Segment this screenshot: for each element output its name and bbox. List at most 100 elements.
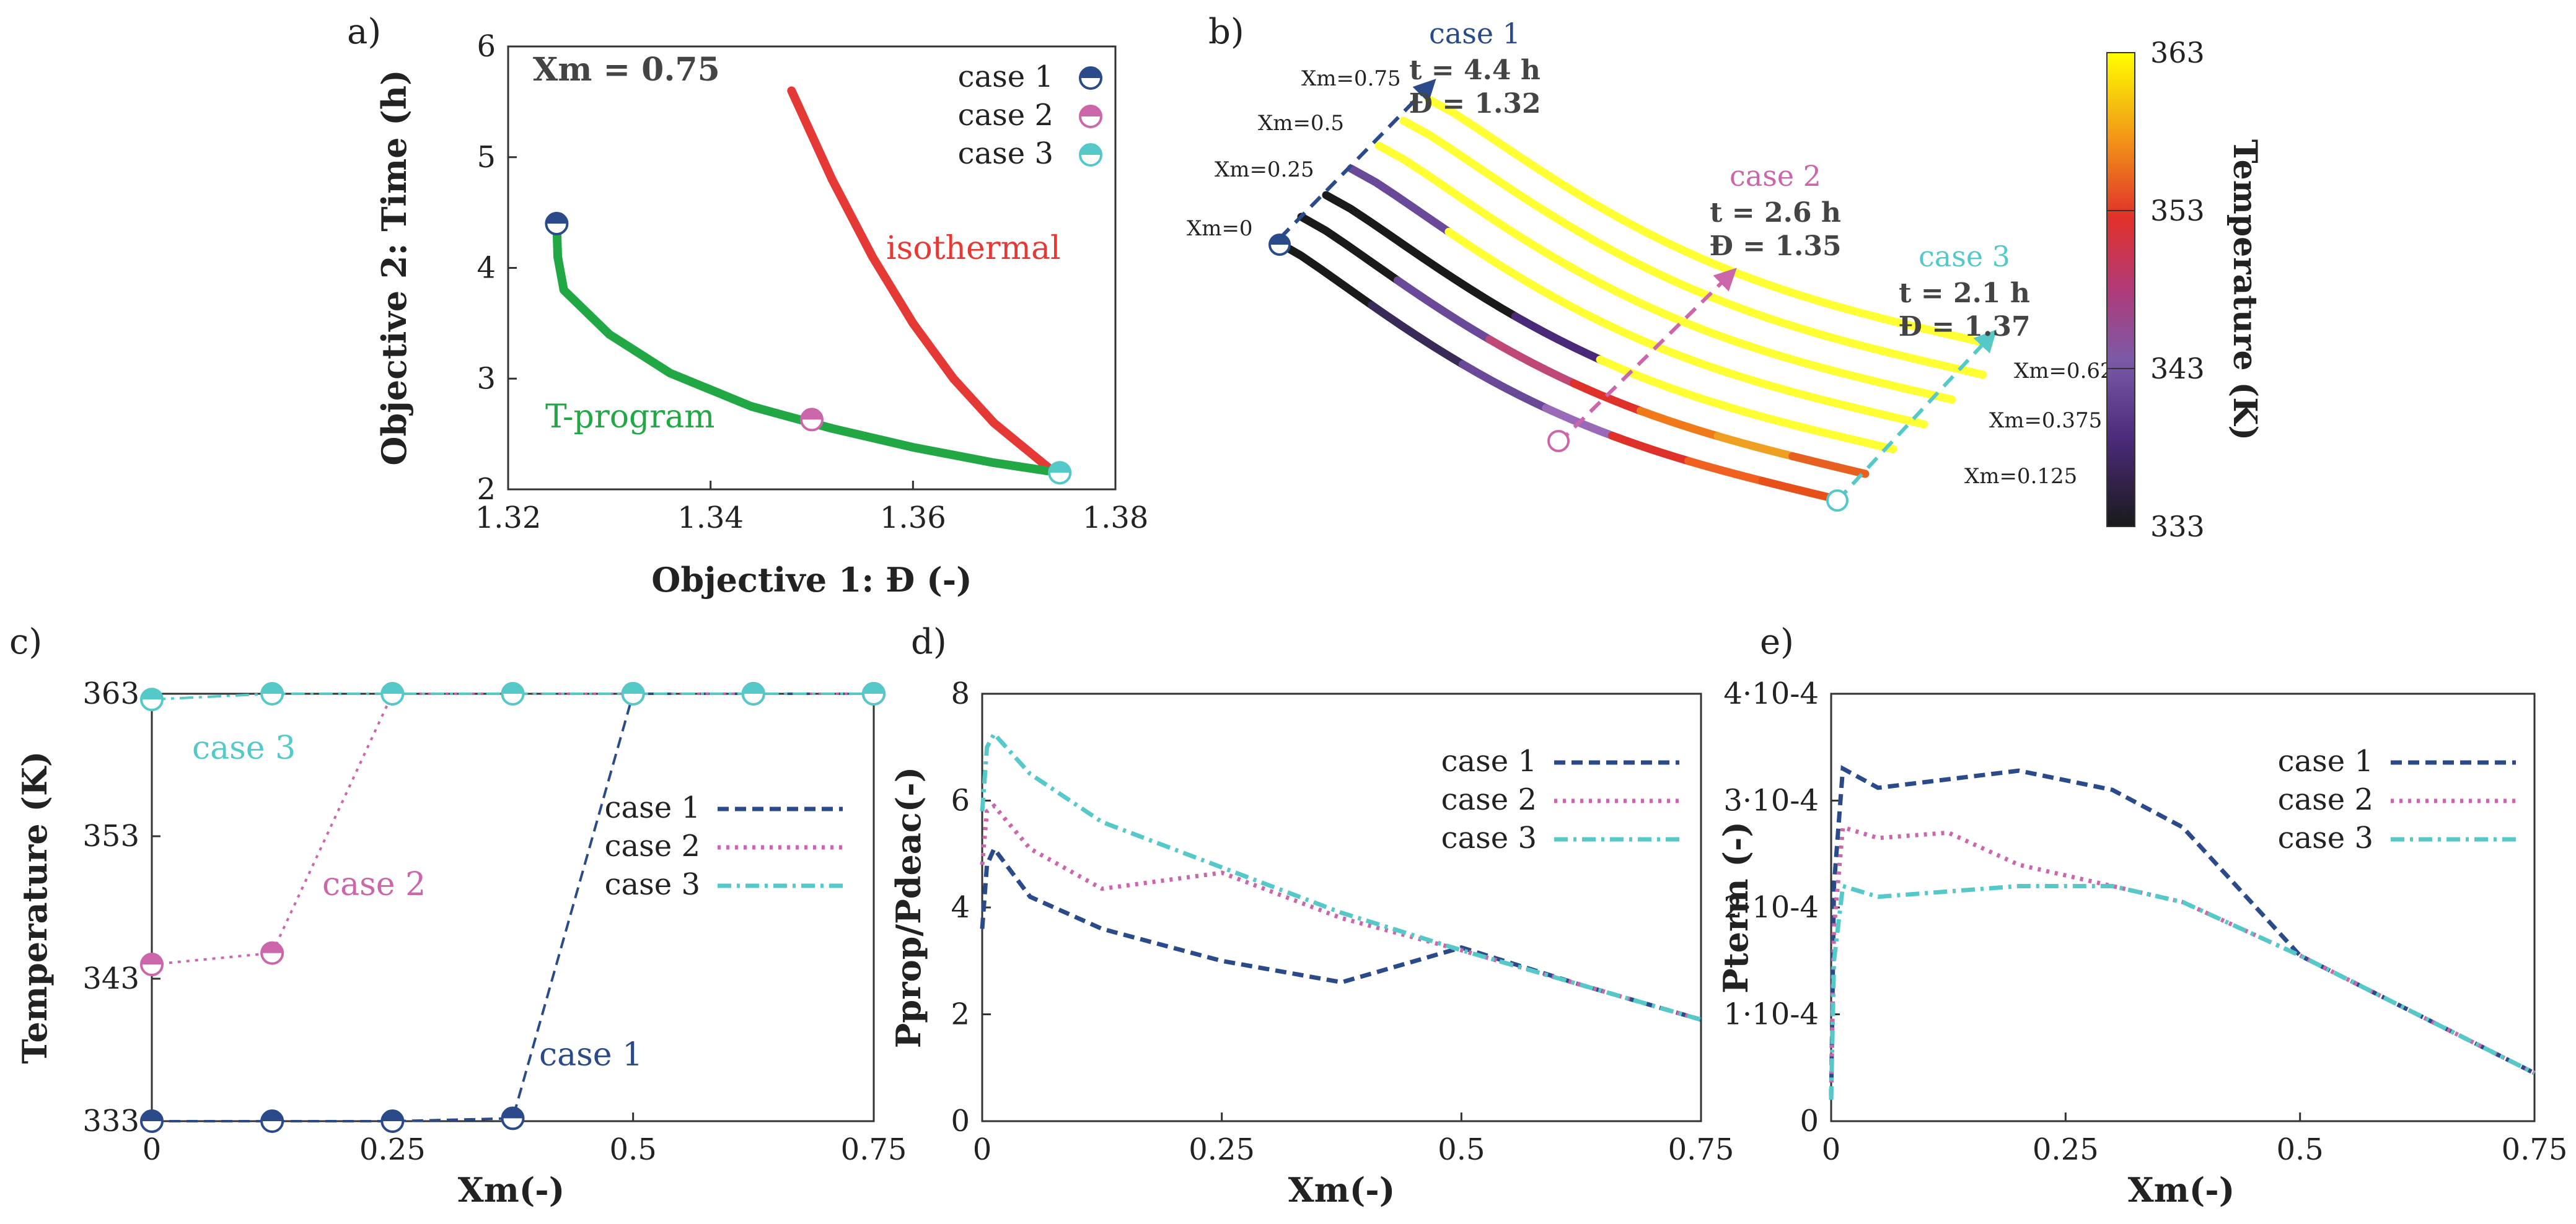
- panel-a-annotation: Xm = 0.75: [533, 51, 720, 89]
- panel-b-front-segment: [1374, 141, 1481, 212]
- panel-b-front-segment: [1636, 406, 1722, 440]
- panel-a-yticks: 2 3 4 5 6: [477, 29, 517, 507]
- panel-a-xtick-label: 1.36: [880, 501, 946, 535]
- panel-b-front-segment: [1904, 353, 1987, 379]
- panel-a-xtick-label: 1.34: [677, 501, 744, 535]
- panel-b-colorbar-tick-label: 353: [2150, 194, 2205, 227]
- panel-c-marker-case3-fill: [262, 683, 283, 694]
- panel-b-front-segment: [1393, 276, 1494, 344]
- panel-d-xtick-label: 0.25: [1189, 1132, 1255, 1167]
- panel-b-front-segment: [1651, 306, 1728, 341]
- panel-c-xtick-label: 0.75: [841, 1132, 907, 1167]
- panel-d-ylabel: Pprop/Pdeac(-): [889, 767, 928, 1048]
- panel-b-front-segment: [1570, 379, 1645, 415]
- panel-d-ytick-label: 0: [951, 1104, 970, 1139]
- panel-b-front-segment: [1747, 308, 1835, 342]
- panel-b-front-segment: [1498, 179, 1601, 247]
- panel-b-front-segment: [1347, 164, 1453, 236]
- panel-b-curve-labels: Xm=0Xm=0.25Xm=0.5Xm=0.75Xm=0.625Xm=0.375…: [1187, 66, 2127, 489]
- panel-b-front-segment: [1472, 204, 1575, 271]
- panel-e-legend-label: case 3: [2278, 821, 2373, 855]
- panel-c-inline-case2: case 2: [322, 866, 426, 903]
- panel-c-legend: case 1 case 2 case 3: [605, 790, 843, 902]
- panel-b-marker-case3: [1826, 489, 1848, 512]
- panel-e-ytick-label: 0: [1800, 1104, 1819, 1139]
- panel-b-front-segment: [1520, 155, 1620, 220]
- panel-b-case-name: case 2: [1730, 159, 1821, 193]
- panel-e-label: e): [1760, 622, 1794, 662]
- panel-c-marker-case3-fill: [863, 683, 884, 694]
- panel-c-marker-case3-fill: [742, 683, 764, 694]
- panel-b-arrow-case3: [1835, 329, 1997, 502]
- panel-e-xtick-label: 0.75: [2502, 1132, 2568, 1167]
- panel-b-front-segment: [1827, 333, 1912, 362]
- panel-d-label: d): [911, 622, 947, 662]
- panel-b-front-segment: [1663, 382, 1749, 416]
- panel-b-colorbar: [2106, 52, 2135, 527]
- panel-c-inline-case1: case 1: [539, 1036, 643, 1073]
- panel-e-legend-label: case 1: [2278, 744, 2373, 779]
- panel-e-legend-label: case 2: [2278, 782, 2373, 817]
- panel-d-legend-label: case 1: [1441, 744, 1537, 779]
- panel-c-marker-case3-fill: [141, 689, 162, 700]
- panel-b-front-segment: [1761, 279, 1847, 312]
- panel-c-legend-label: case 1: [605, 790, 700, 825]
- panel-d-xtick-label: 0: [973, 1132, 992, 1167]
- panel-b-front-segment: [1272, 237, 1376, 310]
- panel-e-series-case3: [1829, 883, 2536, 1100]
- panel-c-legend-label: case 3: [605, 867, 700, 902]
- panel-b-case-name: case 3: [1919, 240, 2010, 273]
- panel-c-ytick-label: 343: [82, 961, 139, 996]
- panel-b-front-segment: [1788, 452, 1870, 478]
- panel-b-front-segment: [1485, 335, 1578, 388]
- panel-b-curve-label: Xm=0.125: [1964, 464, 2077, 489]
- panel-b-front-segment: [1679, 281, 1756, 317]
- panel-c-xlabel: Xm(-): [458, 1170, 565, 1210]
- panel-b: b) Xm=0Xm=0.25Xm=0.5Xm=0.75Xm=0.625Xm=0.…: [1187, 12, 2264, 543]
- panel-b-front-segment: [1368, 301, 1467, 369]
- panel-a-ytick-label: 6: [477, 29, 496, 64]
- panel-a-legend-marker-fill: [1080, 106, 1101, 116]
- panel-c-series: [140, 682, 886, 1133]
- panel-c: c) 0 0.25 0.5 0.75 333 343 353 363 case 1 case…: [9, 622, 907, 1210]
- panel-d-ytick-label: 8: [951, 676, 970, 711]
- panel-a-xtick-label: 1.38: [1083, 501, 1149, 535]
- panel-c-marker-case1-fill: [262, 1111, 283, 1121]
- panel-d-xtick-label: 0.5: [1438, 1132, 1485, 1167]
- panel-b-front-segment: [1538, 286, 1632, 338]
- panel-c-marker-case3-fill: [382, 683, 403, 694]
- panel-c-marker-case3-fill: [502, 683, 524, 694]
- panel-c-xticks: 0 0.25 0.5 0.75: [143, 1113, 907, 1167]
- panel-b-case-time: t = 2.1 h: [1899, 278, 2030, 309]
- panel-b-front-segment: [1322, 191, 1427, 262]
- panel-c-ytick-label: 363: [82, 676, 139, 711]
- panel-c-marker-case3-fill: [622, 683, 644, 694]
- panel-a-legend-label: case 3: [958, 136, 1053, 171]
- panel-b-curve-label: Xm=0.75: [1301, 66, 1401, 91]
- panel-b-front-segment: [1770, 382, 1855, 411]
- panel-a-label-tprogram: T-program: [545, 398, 714, 435]
- panel-e-ylabel: Pterm (-): [1716, 821, 1756, 994]
- panel-d-xlabel: Xm(-): [1288, 1170, 1396, 1210]
- panel-b-front-segment: [1758, 476, 1839, 503]
- panel-d-ytick-label: 6: [951, 784, 970, 818]
- panel-b-case-time: t = 4.4 h: [1409, 55, 1541, 86]
- panel-a-label-isothermal: isothermal: [886, 230, 1061, 267]
- panel-d-series-case2: [980, 803, 1702, 1022]
- panel-d-ytick-label: 2: [951, 997, 970, 1032]
- panel-a-case-marker-fill: [546, 213, 568, 224]
- panel-b-front-segment: [1838, 304, 1921, 331]
- panel-e-yticks: 0 1·10-4 2·10-4 3·10-4 4·10-4: [1723, 676, 1840, 1139]
- panel-d-ytick-label: 4: [951, 890, 970, 925]
- panel-a-ytick-label: 2: [477, 472, 496, 507]
- panel-b-front-segment: [1418, 253, 1519, 321]
- panel-a-ylabel: Objective 2: Time (h): [374, 69, 414, 465]
- panel-e-xtick-label: 0: [1822, 1132, 1841, 1167]
- panel-a-legend-marker-fill: [1080, 144, 1101, 155]
- panel-a-legend-marker-fill: [1080, 68, 1101, 78]
